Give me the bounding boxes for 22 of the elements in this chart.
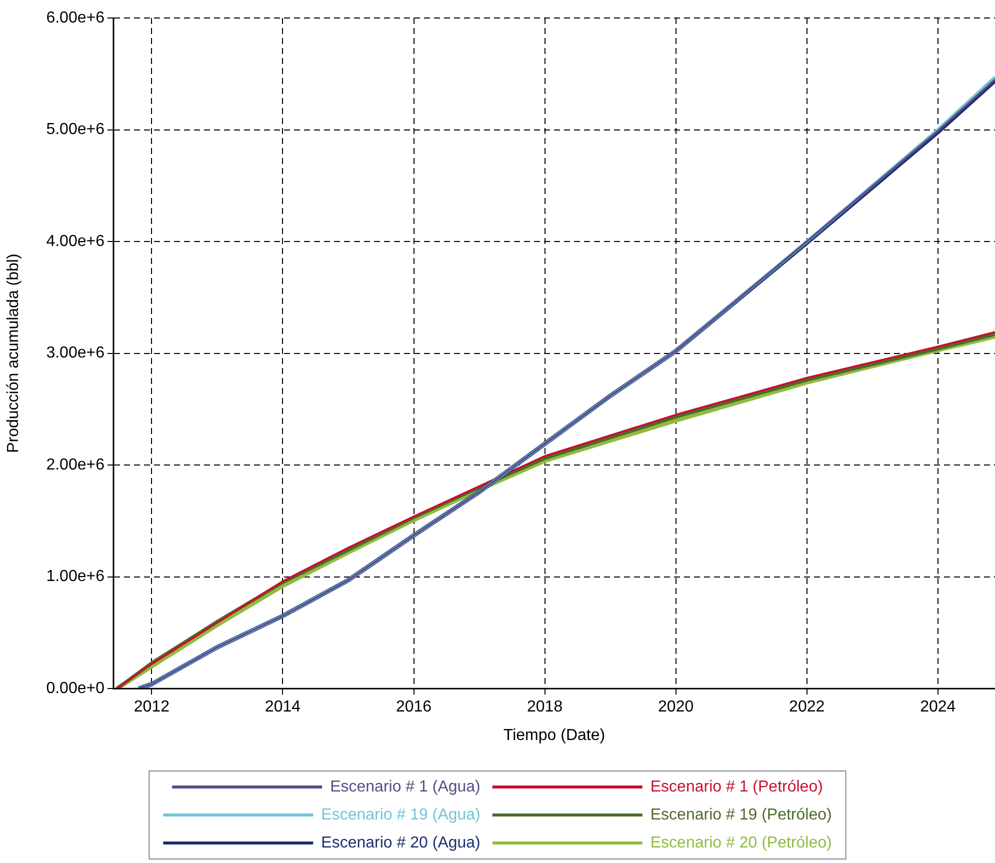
x-tick-label: 2014 [264,698,301,716]
x-tick-label: 2024 [920,698,956,716]
y-tick-label: 1.00e+6 [46,568,105,586]
x-tick-label: 2016 [396,698,432,716]
text: Escenario # 19 (Agua) [321,806,480,824]
text: Escenario # 20 (Agua) [321,834,480,852]
x-tick-label: 2022 [789,698,825,716]
text: Escenario # 1 (Petróleo) [650,778,823,796]
y-tick-label: 3.00e+6 [46,344,105,362]
y-tick-label: 2.00e+6 [46,456,105,474]
x-tick-label: 2012 [134,698,170,716]
x-tick-label: 2020 [658,698,694,716]
text: Escenario # 19 (Petróleo) [650,806,832,824]
y-axis-title: Producción acumulada (bbl) [5,254,22,453]
text: Escenario # 1 (Agua) [330,778,480,796]
text: Escenario # 20 (Petróleo) [650,834,832,852]
y-tick-label: 0.00e+0 [46,680,105,698]
x-tick-label: 2018 [527,698,563,716]
y-tick-label: 6.00e+6 [46,9,105,26]
x-axis-title: Tiempo (Date) [503,726,606,744]
y-tick-label: 4.00e+6 [46,232,105,250]
y-tick-label: 5.00e+6 [46,121,105,138]
